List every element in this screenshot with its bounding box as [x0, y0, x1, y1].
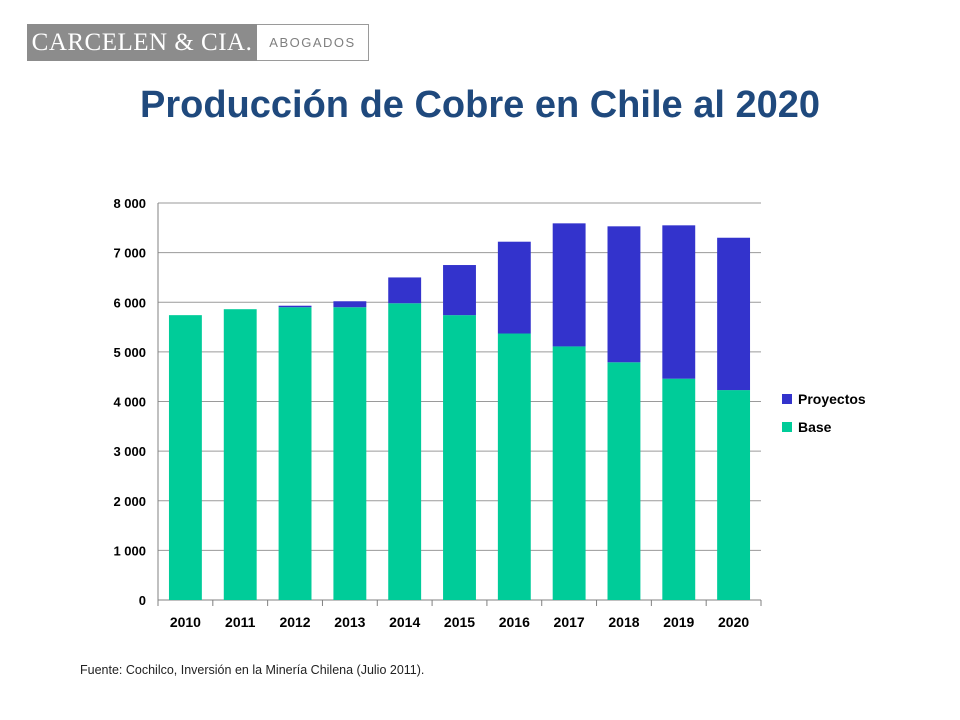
legend-swatch-proyectos — [782, 394, 792, 404]
x-tick-label: 2020 — [718, 614, 749, 630]
bar-proyectos-2018 — [607, 226, 641, 363]
firm-logo: CARCELEN & CIA. ABOGADOS — [27, 24, 369, 61]
bar-proyectos-2020 — [717, 237, 751, 391]
x-tick-label: 2019 — [663, 614, 694, 630]
bar-base-2011 — [223, 309, 257, 600]
x-tick-label: 2017 — [554, 614, 585, 630]
bar-proyectos-2012 — [278, 305, 312, 308]
bar-base-2010 — [168, 315, 202, 600]
bar-base-2019 — [662, 378, 696, 600]
legend-label-proyectos: Proyectos — [798, 391, 866, 407]
bar-base-2013 — [333, 307, 367, 600]
x-tick-label: 2012 — [279, 614, 310, 630]
bar-base-2017 — [552, 346, 586, 600]
bar-proyectos-2013 — [333, 301, 367, 308]
y-tick-label: 1 000 — [113, 543, 146, 558]
bar-base-2012 — [278, 307, 312, 600]
bar-base-2016 — [497, 333, 531, 600]
legend-label-base: Base — [798, 419, 832, 435]
page-title: Producción de Cobre en Chile al 2020 — [140, 84, 820, 126]
bar-base-2020 — [717, 390, 751, 600]
y-tick-label: 8 000 — [113, 196, 146, 211]
bar-base-2014 — [388, 303, 422, 600]
bar-proyectos-2017 — [552, 223, 586, 347]
bar-base-2015 — [443, 315, 476, 600]
bar-proyectos-2014 — [388, 277, 422, 304]
x-tick-label: 2014 — [389, 614, 420, 630]
y-tick-label: 0 — [139, 593, 146, 608]
x-tick-label: 2015 — [444, 614, 475, 630]
y-tick-label: 2 000 — [113, 494, 146, 509]
y-tick-label: 7 000 — [113, 246, 146, 261]
y-tick-label: 4 000 — [113, 395, 146, 410]
y-tick-label: 3 000 — [113, 444, 146, 459]
logo-name: CARCELEN & CIA. — [27, 24, 257, 61]
y-tick-label: 5 000 — [113, 345, 146, 360]
x-tick-label: 2013 — [334, 614, 365, 630]
bar-base-2018 — [607, 362, 641, 600]
legend-swatch-base — [782, 422, 792, 432]
source-note: Fuente: Cochilco, Inversión en la Minerí… — [80, 663, 425, 677]
x-tick-label: 2010 — [170, 614, 201, 630]
x-tick-label: 2011 — [225, 614, 256, 630]
x-tick-label: 2016 — [499, 614, 530, 630]
x-tick-label: 2018 — [608, 614, 639, 630]
y-tick-label: 6 000 — [113, 295, 146, 310]
logo-subtitle: ABOGADOS — [257, 24, 369, 61]
bar-proyectos-2016 — [497, 241, 531, 334]
bar-proyectos-2015 — [443, 265, 476, 316]
bar-proyectos-2019 — [662, 225, 696, 379]
